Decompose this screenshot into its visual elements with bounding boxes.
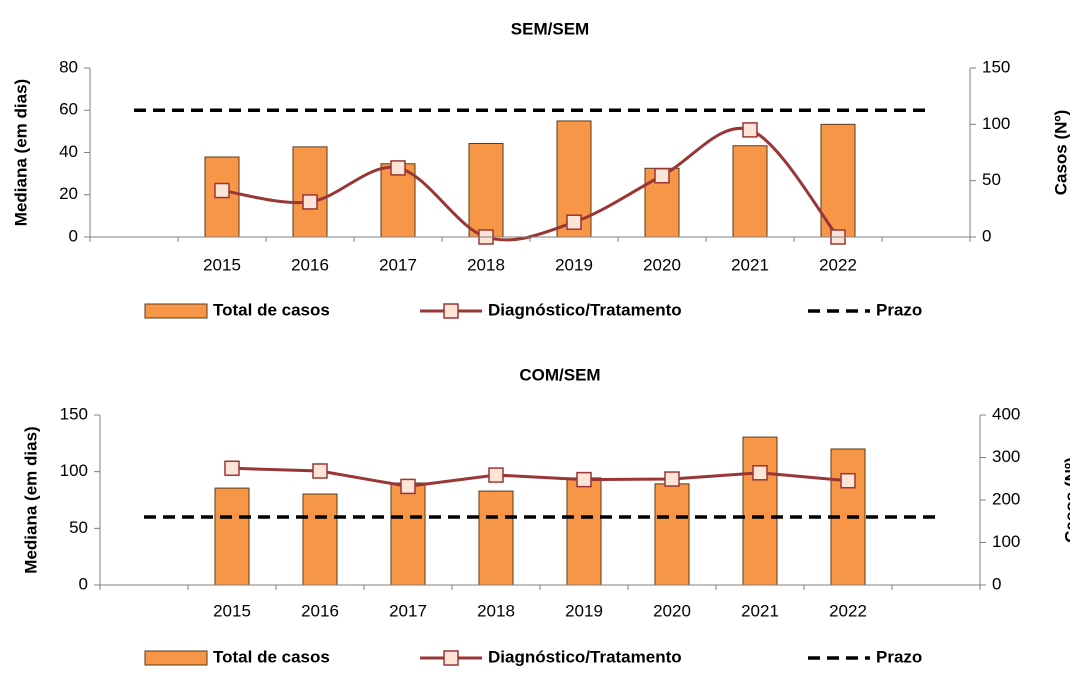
y2-tick-label: 0 xyxy=(992,574,1001,593)
line-marker xyxy=(312,463,328,479)
y-tick-label: 150 xyxy=(60,404,88,423)
y2-tick-label: 50 xyxy=(982,170,1001,189)
bar xyxy=(742,436,778,586)
line-marker xyxy=(664,471,680,487)
bar xyxy=(302,493,338,586)
y-axis-label: Mediana (em dias) xyxy=(21,426,40,573)
line xyxy=(231,466,849,488)
legend-label: Total de casos xyxy=(213,300,330,319)
y-tick-label: 60 xyxy=(59,100,78,119)
x-tick-label: 2018 xyxy=(467,255,505,274)
bar xyxy=(644,167,680,238)
y2-tick-label: 0 xyxy=(982,226,991,245)
line-marker xyxy=(214,182,230,199)
line-marker xyxy=(654,167,670,184)
x-tick-label: 2016 xyxy=(301,601,339,620)
chart-title: COM/SEM xyxy=(519,365,600,384)
y2-axis-label: Casos (Nº) xyxy=(1061,457,1070,543)
x-tick-label: 2020 xyxy=(643,255,681,274)
x-tick-label: 2022 xyxy=(829,601,867,620)
legend-swatch xyxy=(443,303,459,319)
x-tick-label: 2017 xyxy=(379,255,417,274)
y2-tick-label: 150 xyxy=(982,57,1010,76)
bar xyxy=(292,146,328,238)
line-marker xyxy=(742,122,758,138)
line-marker xyxy=(576,471,592,488)
bar xyxy=(566,477,602,586)
bar xyxy=(468,142,504,238)
line-marker xyxy=(752,465,768,481)
legend-swatch xyxy=(144,650,208,666)
legend-swatch xyxy=(144,303,208,319)
chart-title: SEM/SEM xyxy=(511,19,589,38)
legend-label: Diagnóstico/Tratamento xyxy=(488,300,682,319)
bar xyxy=(654,483,690,586)
y2-tick-label: 300 xyxy=(992,447,1020,466)
legend-label: Total de casos xyxy=(213,647,330,666)
y-tick-label: 40 xyxy=(59,142,78,161)
y2-tick-label: 400 xyxy=(992,404,1020,423)
y2-tick-label: 100 xyxy=(982,114,1010,133)
x-tick-label: 2021 xyxy=(741,601,779,620)
bar xyxy=(380,163,416,238)
bar xyxy=(214,487,250,586)
legend-swatch xyxy=(443,650,459,666)
bar xyxy=(390,482,426,586)
x-tick-label: 2019 xyxy=(555,255,593,274)
y-tick-label: 50 xyxy=(69,518,88,537)
x-tick-label: 2021 xyxy=(731,255,769,274)
line-marker xyxy=(840,472,856,489)
legend-label: Diagnóstico/Tratamento xyxy=(488,647,682,666)
legend-label: Prazo xyxy=(876,647,922,666)
x-tick-label: 2022 xyxy=(819,255,857,274)
x-tick-label: 2015 xyxy=(213,601,251,620)
y2-tick-label: 100 xyxy=(992,532,1020,551)
line-marker xyxy=(566,214,582,230)
x-tick-label: 2018 xyxy=(477,601,515,620)
y-tick-label: 0 xyxy=(69,226,78,245)
legend-label: Prazo xyxy=(876,300,922,319)
bar xyxy=(732,145,768,238)
line-marker xyxy=(302,194,318,210)
x-tick-label: 2015 xyxy=(203,255,241,274)
x-tick-label: 2020 xyxy=(653,601,691,620)
y2-tick-label: 200 xyxy=(992,489,1020,508)
x-tick-label: 2017 xyxy=(389,601,427,620)
y-tick-label: 100 xyxy=(60,461,88,480)
y-tick-label: 80 xyxy=(59,57,78,76)
y-tick-label: 20 xyxy=(59,184,78,203)
line-marker xyxy=(488,467,504,483)
y-axis-label: Mediana (em dias) xyxy=(11,79,30,226)
bar xyxy=(478,490,514,586)
line-marker xyxy=(224,460,240,477)
line-marker xyxy=(400,478,416,495)
line-marker xyxy=(390,160,406,176)
y2-axis-label: Casos (Nº) xyxy=(1051,110,1070,196)
x-tick-label: 2016 xyxy=(291,255,329,274)
y-tick-label: 0 xyxy=(79,574,88,593)
x-tick-label: 2019 xyxy=(565,601,603,620)
